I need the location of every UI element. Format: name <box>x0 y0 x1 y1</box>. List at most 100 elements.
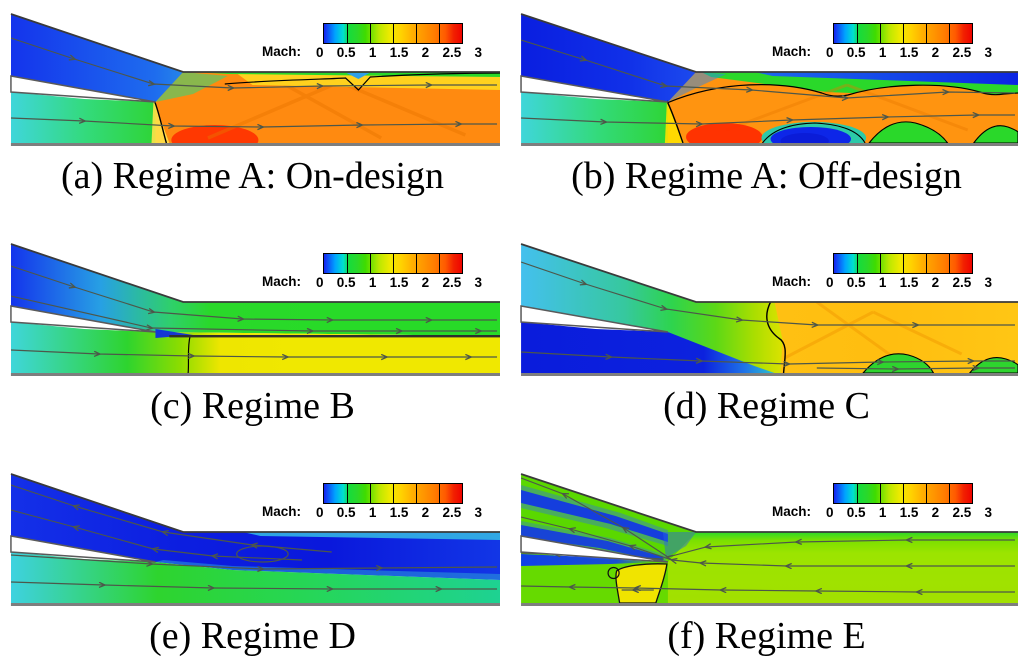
colorbar-tick: 0.5 <box>336 275 356 290</box>
mach-colorbar: Mach: 0 0.5 1 1.5 2 2.5 3 <box>262 23 482 60</box>
recirculation-loop <box>236 545 289 563</box>
colorbar-divider <box>393 254 395 273</box>
colorbar-divider <box>439 24 441 43</box>
colorbar-title: Mach: <box>772 274 812 289</box>
colorbar-divider <box>347 24 349 43</box>
colorbar-title: Mach: <box>772 504 812 519</box>
colorbar-gradient <box>833 23 974 44</box>
flow-field-f <box>519 472 1018 607</box>
caption-f: (f) Regime E <box>667 615 866 657</box>
colorbar-title: Mach: <box>262 274 302 289</box>
streamlines <box>10 484 498 589</box>
colorbar-tick: 0.5 <box>846 505 866 520</box>
colorbar-tick: 3 <box>474 275 483 290</box>
colorbar-tick: 2.5 <box>952 505 972 520</box>
colorbar-tick: 2 <box>931 45 940 60</box>
colorbar-divider <box>416 24 418 43</box>
colorbar-divider <box>347 484 349 503</box>
panel-b: Mach: 0 0.5 1 1.5 2 2.5 3 (b) Regime A: Off-de… <box>515 10 1018 196</box>
colorbar-tick: 1.5 <box>899 45 919 60</box>
colorbar-divider <box>903 254 905 273</box>
colorbar-ticks: 0 0.5 1 1.5 2 2.5 3 <box>826 275 992 290</box>
colorbar-tick: 2 <box>931 275 940 290</box>
colorbar-title: Mach: <box>262 504 302 519</box>
colorbar-tick: 0.5 <box>846 275 866 290</box>
colorbar-tick: 0.5 <box>336 505 356 520</box>
colorbar-divider <box>370 24 372 43</box>
flow-field-b <box>519 12 1018 147</box>
colorbar-tick: 2 <box>931 505 940 520</box>
colorbar-tick: 1.5 <box>899 505 919 520</box>
colorbar-ticks: 0 0.5 1 1.5 2 2.5 3 <box>316 45 482 60</box>
colorbar-tick: 3 <box>984 275 993 290</box>
colorbar-divider <box>949 254 951 273</box>
colorbar-divider <box>347 254 349 273</box>
colorbar-tick: 3 <box>984 45 993 60</box>
colorbar-tick: 1 <box>368 275 377 290</box>
colorbar-divider <box>416 254 418 273</box>
panel-a: Mach: 0 0.5 1 1.5 2 2.5 3 (a) Regime A: On-des… <box>5 10 500 196</box>
caption-b: (b) Regime A: Off-design <box>571 155 962 197</box>
colorbar-ticks: 0 0.5 1 1.5 2 2.5 3 <box>826 45 992 60</box>
colorbar-tick: 1 <box>368 45 377 60</box>
mach-colorbar: Mach: 0 0.5 1 1.5 2 2.5 3 <box>262 483 482 520</box>
colorbar-divider <box>393 24 395 43</box>
colorbar-tick: 1.5 <box>389 275 409 290</box>
colorbar-tick: 1.5 <box>389 45 409 60</box>
colorbar-divider <box>926 24 928 43</box>
colorbar-tick: 0.5 <box>846 45 866 60</box>
mach-colorbar: Mach: 0 0.5 1 1.5 2 2.5 3 <box>262 253 482 290</box>
colorbar-tick: 1 <box>878 275 887 290</box>
mach-colorbar: Mach: 0 0.5 1 1.5 2 2.5 3 <box>772 23 992 60</box>
colorbar-divider <box>903 24 905 43</box>
colorbar-tick: 0 <box>316 275 324 290</box>
colorbar-ticks: 0 0.5 1 1.5 2 2.5 3 <box>316 505 482 520</box>
colorbar-tick: 2.5 <box>442 45 462 60</box>
colorbar-divider <box>857 24 859 43</box>
colorbar-tick: 0 <box>826 505 834 520</box>
colorbar-divider <box>439 254 441 273</box>
colorbar-divider <box>880 484 882 503</box>
colorbar-gradient <box>833 483 974 504</box>
colorbar-divider <box>949 24 951 43</box>
streamlines <box>521 39 1015 124</box>
colorbar-tick: 0 <box>826 275 834 290</box>
colorbar-tick: 0.5 <box>336 45 356 60</box>
colorbar-tick: 2.5 <box>442 275 462 290</box>
flow-field-d <box>519 242 1018 377</box>
colorbar-tick: 1 <box>878 45 887 60</box>
panel-f: Mach: 0 0.5 1 1.5 2 2.5 3 (f) Regime E <box>515 470 1018 656</box>
colorbar-tick: 2.5 <box>442 505 462 520</box>
colorbar-tick: 2.5 <box>952 45 972 60</box>
caption-a: (a) Regime A: On-design <box>60 155 445 197</box>
colorbar-tick: 2 <box>421 275 430 290</box>
mach-colorbar: Mach: 0 0.5 1 1.5 2 2.5 3 <box>772 253 992 290</box>
colorbar-tick: 3 <box>984 505 993 520</box>
panel-c: Mach: 0 0.5 1 1.5 2 2.5 3 (c) Regime B <box>5 240 500 426</box>
colorbar-tick: 1.5 <box>899 275 919 290</box>
colorbar-tick: 2.5 <box>952 275 972 290</box>
colorbar-tick: 3 <box>474 45 483 60</box>
colorbar-tick: 0 <box>316 45 324 60</box>
streamlines <box>10 37 498 127</box>
colorbar-divider <box>857 484 859 503</box>
colorbar-title: Mach: <box>772 44 812 59</box>
colorbar-tick: 1.5 <box>389 505 409 520</box>
colorbar-divider <box>880 24 882 43</box>
colorbar-tick: 2 <box>421 505 430 520</box>
colorbar-tick: 0 <box>826 45 834 60</box>
caption-d: (d) Regime C <box>663 385 870 427</box>
streamlines <box>10 265 498 357</box>
flow-field-e <box>9 472 500 606</box>
flow-field-a <box>9 12 500 146</box>
colorbar-divider <box>949 484 951 503</box>
colorbar-divider <box>439 484 441 503</box>
panel-d: Mach: 0 0.5 1 1.5 2 2.5 3 (d) Regime C <box>515 240 1018 426</box>
colorbar-tick: 2 <box>421 45 430 60</box>
caption-c: (c) Regime B <box>150 385 355 427</box>
colorbar-divider <box>857 254 859 273</box>
colorbar-gradient <box>323 23 464 44</box>
colorbar-gradient <box>323 253 464 274</box>
colorbar-title: Mach: <box>262 44 302 59</box>
